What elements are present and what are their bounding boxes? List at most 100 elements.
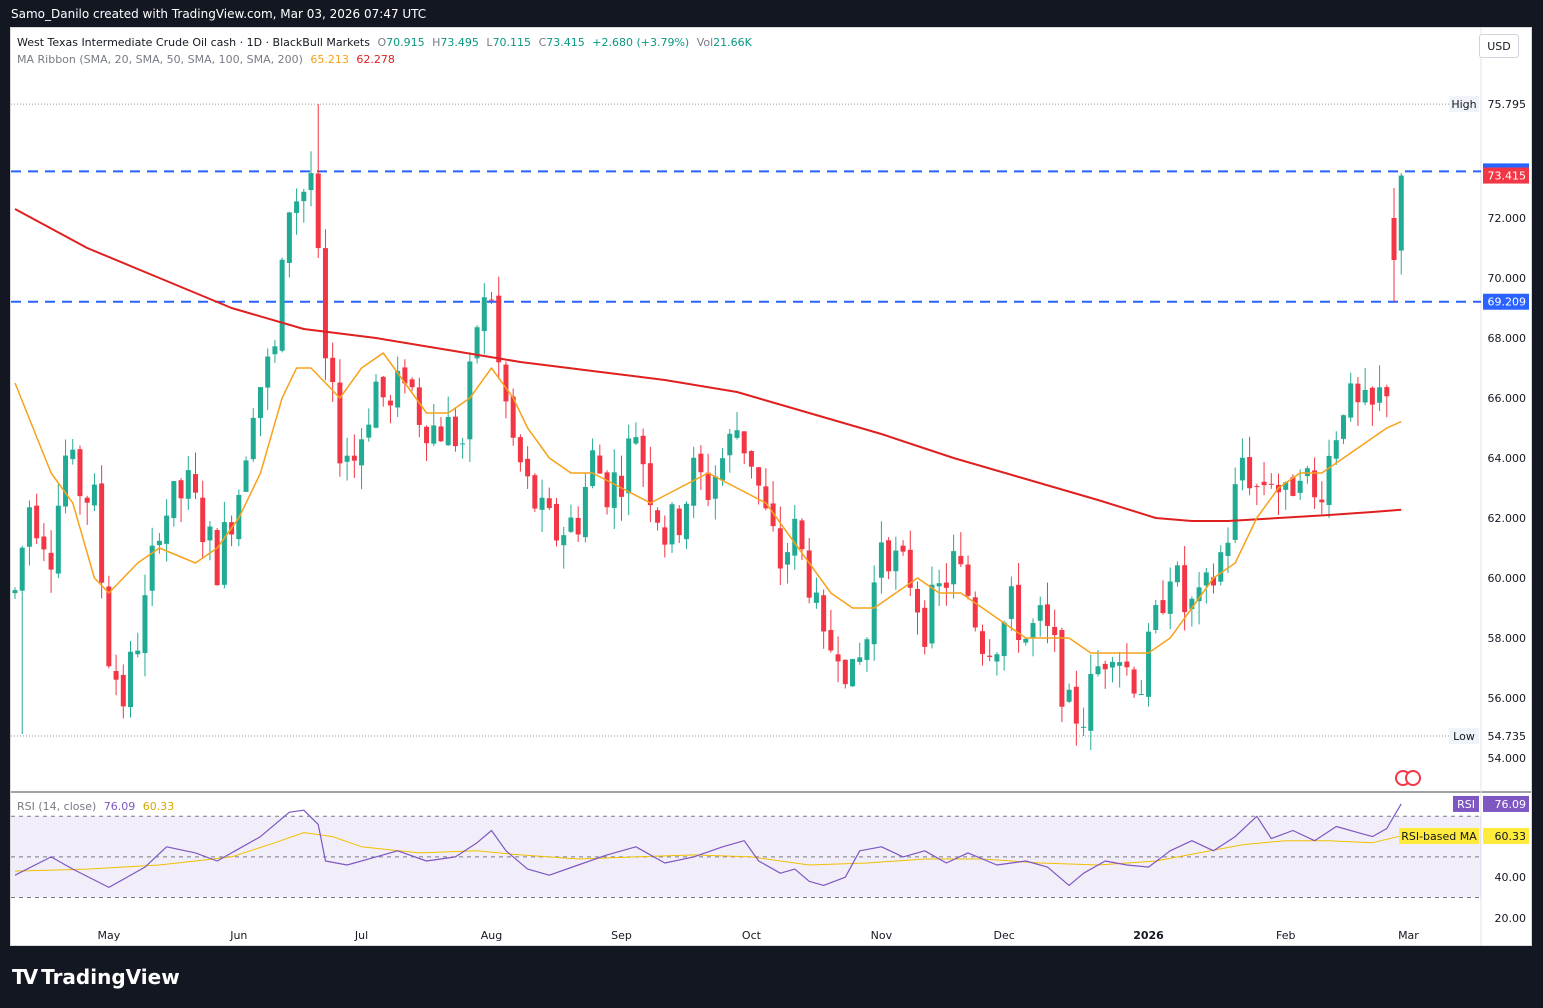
rsi-ma-line — [14, 832, 1402, 872]
candle-down — [1016, 584, 1022, 640]
candle-up — [395, 370, 401, 408]
candle-down — [1160, 600, 1166, 614]
candle-down — [322, 248, 328, 359]
level-price-tag — [1483, 293, 1529, 310]
low-tag-bg — [1449, 727, 1479, 744]
ma-slow-value: 62.278 — [356, 53, 395, 66]
candle-up — [568, 517, 574, 532]
candle-down — [1073, 686, 1079, 724]
candle-up — [582, 486, 588, 538]
rsi-value-tag — [1483, 795, 1529, 812]
chart-frame[interactable]: 54.000 56.000 58.000 60.000 62.000 64.000 66.0… — [10, 27, 1532, 946]
candle-down — [799, 520, 805, 550]
time-axis-label: Aug — [481, 929, 502, 942]
candle-up — [691, 457, 697, 506]
candle-down — [806, 550, 812, 598]
candle-up — [785, 552, 791, 565]
candle-down — [763, 486, 769, 509]
candle-up — [359, 439, 365, 466]
candle-down — [387, 400, 393, 406]
price-tick-label: 68.000 — [1488, 332, 1527, 345]
candle-down — [662, 527, 668, 545]
candle-down — [676, 508, 682, 536]
candle-down — [1268, 483, 1274, 485]
candle-up — [481, 297, 487, 332]
candle-up — [633, 437, 639, 444]
candle-up — [250, 417, 256, 460]
candle-up — [1348, 383, 1354, 418]
candle-down — [777, 528, 783, 569]
candle-up — [871, 582, 877, 645]
rsi-value: 76.09 — [103, 800, 136, 813]
candle-up — [474, 327, 480, 359]
candle-down — [1312, 470, 1318, 498]
candle-down — [705, 472, 711, 500]
candle-up — [1333, 440, 1339, 459]
level-price-label: 69.209 — [1488, 296, 1527, 309]
candle-down — [748, 451, 754, 467]
candle-down — [554, 503, 559, 541]
candle-up — [1304, 468, 1310, 477]
candle-up — [1340, 415, 1346, 439]
ohlc-high: H73.495 — [432, 36, 479, 49]
candle-up — [1008, 586, 1014, 619]
candle-up — [1297, 480, 1303, 493]
candle-down — [546, 498, 552, 509]
candle-up — [1030, 623, 1036, 638]
candle-up — [727, 433, 733, 456]
time-axis-label: 2026 — [1133, 929, 1164, 942]
candle-up — [994, 654, 1000, 662]
candle-up — [272, 346, 278, 355]
candle-down — [842, 659, 848, 685]
candle-down — [1059, 630, 1065, 707]
candle-down — [193, 474, 198, 493]
price-tick-label: 56.000 — [1488, 692, 1527, 705]
candle-up — [929, 584, 935, 644]
candle-down — [972, 597, 978, 628]
price-tick-label: 60.000 — [1488, 572, 1527, 585]
high-price-label: 75.795 — [1488, 98, 1527, 111]
candle-down — [1290, 477, 1296, 496]
candle-up — [734, 430, 740, 438]
time-axis-label: Feb — [1276, 929, 1295, 942]
symbol-title: West Texas Intermediate Crude Oil cash ·… — [17, 36, 370, 49]
candle-down — [900, 545, 906, 552]
candle-up — [366, 424, 372, 438]
candle-down — [958, 555, 964, 565]
candle-down — [424, 426, 430, 444]
candle-up — [1109, 661, 1115, 668]
low-tag-label: Low — [1453, 730, 1475, 743]
candle-down — [575, 517, 581, 535]
rsi-tick-label: 20.00 — [1495, 912, 1527, 925]
candle-up — [1203, 572, 1209, 586]
tradingview-brand: TV TradingView — [12, 965, 180, 989]
candle-up — [1239, 457, 1245, 481]
rsi-ma-value-tag — [1483, 827, 1529, 844]
candle-up — [561, 535, 567, 546]
time-axis-label: Sep — [611, 929, 632, 942]
price-tick-label: 54.000 — [1488, 752, 1527, 765]
candle-down — [525, 458, 531, 477]
candle-down — [84, 497, 90, 503]
candle-up — [257, 387, 263, 419]
candle-up — [1117, 662, 1123, 666]
candle-up — [1196, 587, 1202, 602]
candle-down — [532, 475, 538, 509]
candle-down — [965, 564, 971, 596]
candle-up — [294, 201, 300, 214]
candle-up — [850, 659, 856, 687]
candle-down — [200, 497, 206, 543]
chart-canvas[interactable]: 54.000 56.000 58.000 60.000 62.000 64.000 66.0… — [11, 28, 1531, 945]
candle-down — [987, 655, 993, 657]
candle-up — [91, 484, 97, 506]
ma-fast-value: 65.213 — [310, 53, 349, 66]
candle-up — [55, 505, 61, 574]
rsi-ma-value: 60.33 — [142, 800, 175, 813]
candle-down — [1261, 481, 1267, 486]
candle-down — [77, 449, 83, 497]
candle-up — [207, 526, 213, 541]
rsi-legend: RSI (14, close) 76.09 60.33 — [17, 800, 178, 813]
time-axis-label: Jun — [229, 929, 247, 942]
currency-button[interactable]: USD — [1479, 34, 1519, 58]
candle-up — [12, 590, 18, 594]
